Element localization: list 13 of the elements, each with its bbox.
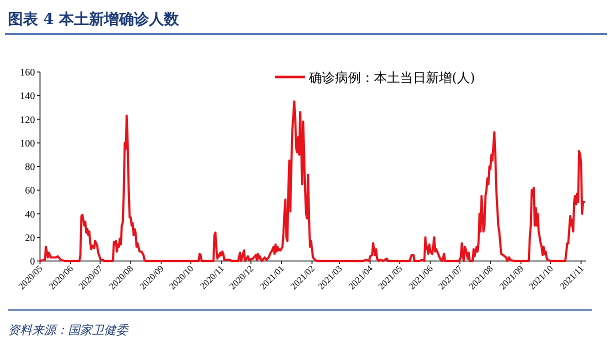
y-tick-label: 60	[25, 186, 35, 197]
y-tick-label: 40	[25, 209, 35, 220]
legend: 确诊病例：本土当日新增(人)	[274, 71, 476, 86]
y-tick-label: 140	[20, 91, 35, 102]
y-tick-label: 160	[20, 68, 35, 78]
y-tick-label: 100	[20, 138, 35, 150]
y-tick-label: 120	[20, 114, 35, 126]
y-tick-label: 20	[25, 232, 35, 244]
y-tick-label: 0	[30, 256, 35, 268]
text: 资料来源：国家卫健委	[8, 323, 130, 337]
chart-title: 图表 4 本土新增确诊人数	[8, 10, 180, 28]
legend-label: 确诊病例：本土当日新增(人)	[308, 71, 476, 86]
y-tick-label: 80	[25, 162, 35, 173]
